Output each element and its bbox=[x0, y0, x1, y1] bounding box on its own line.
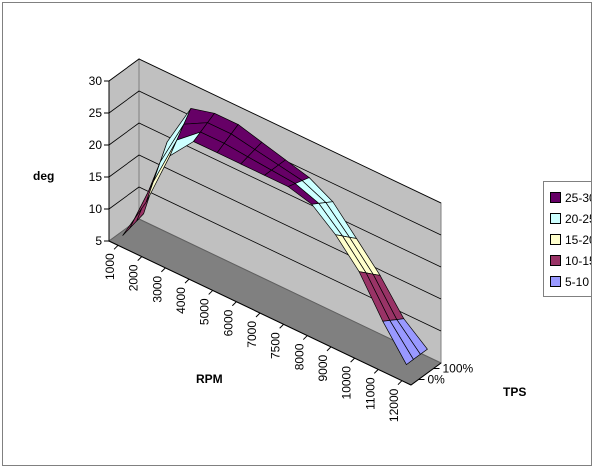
x-tick-label: 5000 bbox=[198, 298, 212, 325]
x-tick-mark bbox=[302, 335, 308, 340]
gridlines bbox=[108, 58, 442, 332]
legend-item: 20-25 bbox=[550, 208, 591, 229]
legend-label: 5-10 bbox=[565, 274, 590, 289]
x-tick-mark bbox=[397, 380, 403, 386]
gridline bbox=[108, 90, 442, 236]
legend-swatch bbox=[550, 255, 561, 266]
surface-cell bbox=[382, 320, 414, 366]
x-tick-mark bbox=[255, 312, 261, 318]
chart-frame: 5 10 15 20 25 30 1000 2000 3000 4000 5000 6000 7000 7… bbox=[2, 2, 592, 466]
legend-item: 5-10 bbox=[550, 271, 591, 292]
x-tick-mark bbox=[326, 346, 332, 352]
legend-swatch bbox=[550, 192, 561, 203]
x-axis-title: RPM bbox=[196, 372, 223, 386]
axes bbox=[104, 80, 442, 386]
tick-labels: 5 10 15 20 25 30 1000 2000 3000 4000 5000 6000 7000 7… bbox=[89, 74, 474, 422]
gridline bbox=[108, 186, 442, 332]
surface-chart: 5 10 15 20 25 30 1000 2000 3000 4000 5000 6000 7000 7… bbox=[33, 58, 526, 422]
z-axis-title: deg bbox=[33, 169, 54, 183]
legend-item: 10-15 bbox=[550, 250, 591, 271]
legend-label: 10-15 bbox=[565, 253, 591, 268]
x-tick-label: 8000 bbox=[292, 343, 306, 370]
legend-swatch bbox=[550, 276, 561, 287]
x-tick-mark bbox=[350, 357, 355, 363]
x-tick-label: 1000 bbox=[103, 253, 117, 280]
y-tick-label: 100% bbox=[443, 362, 474, 376]
x-tick-mark bbox=[113, 244, 119, 250]
legend-swatch bbox=[550, 234, 561, 245]
y-axis-title: TPS bbox=[503, 385, 526, 399]
x-tick-label: 9000 bbox=[316, 354, 330, 381]
legend-label: 25-30 bbox=[565, 190, 591, 205]
legend-item: 15-20 bbox=[550, 229, 591, 250]
x-tick-label: 4000 bbox=[174, 287, 188, 314]
y-tick-label: 0% bbox=[428, 373, 446, 387]
x-tick-mark bbox=[208, 290, 214, 295]
legend: 25-30 20-25 15-20 10-15 5-10 bbox=[543, 181, 591, 297]
x-tick-label: 11000 bbox=[363, 377, 377, 410]
legend-label: 15-20 bbox=[565, 232, 591, 247]
x-tick-mark bbox=[231, 301, 237, 307]
legend-swatch bbox=[550, 213, 561, 224]
z-tick-label: 25 bbox=[89, 106, 103, 120]
z-tick-label: 15 bbox=[89, 170, 103, 184]
surface-plot bbox=[122, 107, 428, 366]
z-tick-label: 20 bbox=[89, 138, 103, 152]
gridline bbox=[108, 58, 442, 204]
legend-label: 20-25 bbox=[565, 211, 591, 226]
gridline bbox=[108, 154, 442, 300]
x-tick-mark bbox=[184, 278, 190, 284]
x-tick-mark bbox=[137, 256, 143, 261]
x-tick-label: 2000 bbox=[127, 264, 141, 291]
z-tick-label: 5 bbox=[95, 234, 102, 248]
z-tick-label: 30 bbox=[89, 74, 103, 88]
x-tick-label: 7000 bbox=[245, 321, 259, 348]
x-tick-label: 7500 bbox=[269, 332, 283, 359]
x-tick-mark bbox=[373, 369, 379, 374]
x-tick-label: 6000 bbox=[221, 309, 235, 336]
x-tick-mark bbox=[279, 323, 285, 329]
x-tick-label: 10000 bbox=[340, 366, 354, 400]
legend-item: 25-30 bbox=[550, 187, 591, 208]
x-tick-label: 3000 bbox=[150, 276, 164, 303]
side-wall bbox=[108, 58, 140, 242]
y-axis-line bbox=[410, 362, 442, 386]
z-tick-label: 10 bbox=[89, 202, 103, 216]
x-tick-label: 12000 bbox=[387, 388, 401, 422]
x-tick-mark bbox=[161, 267, 166, 273]
